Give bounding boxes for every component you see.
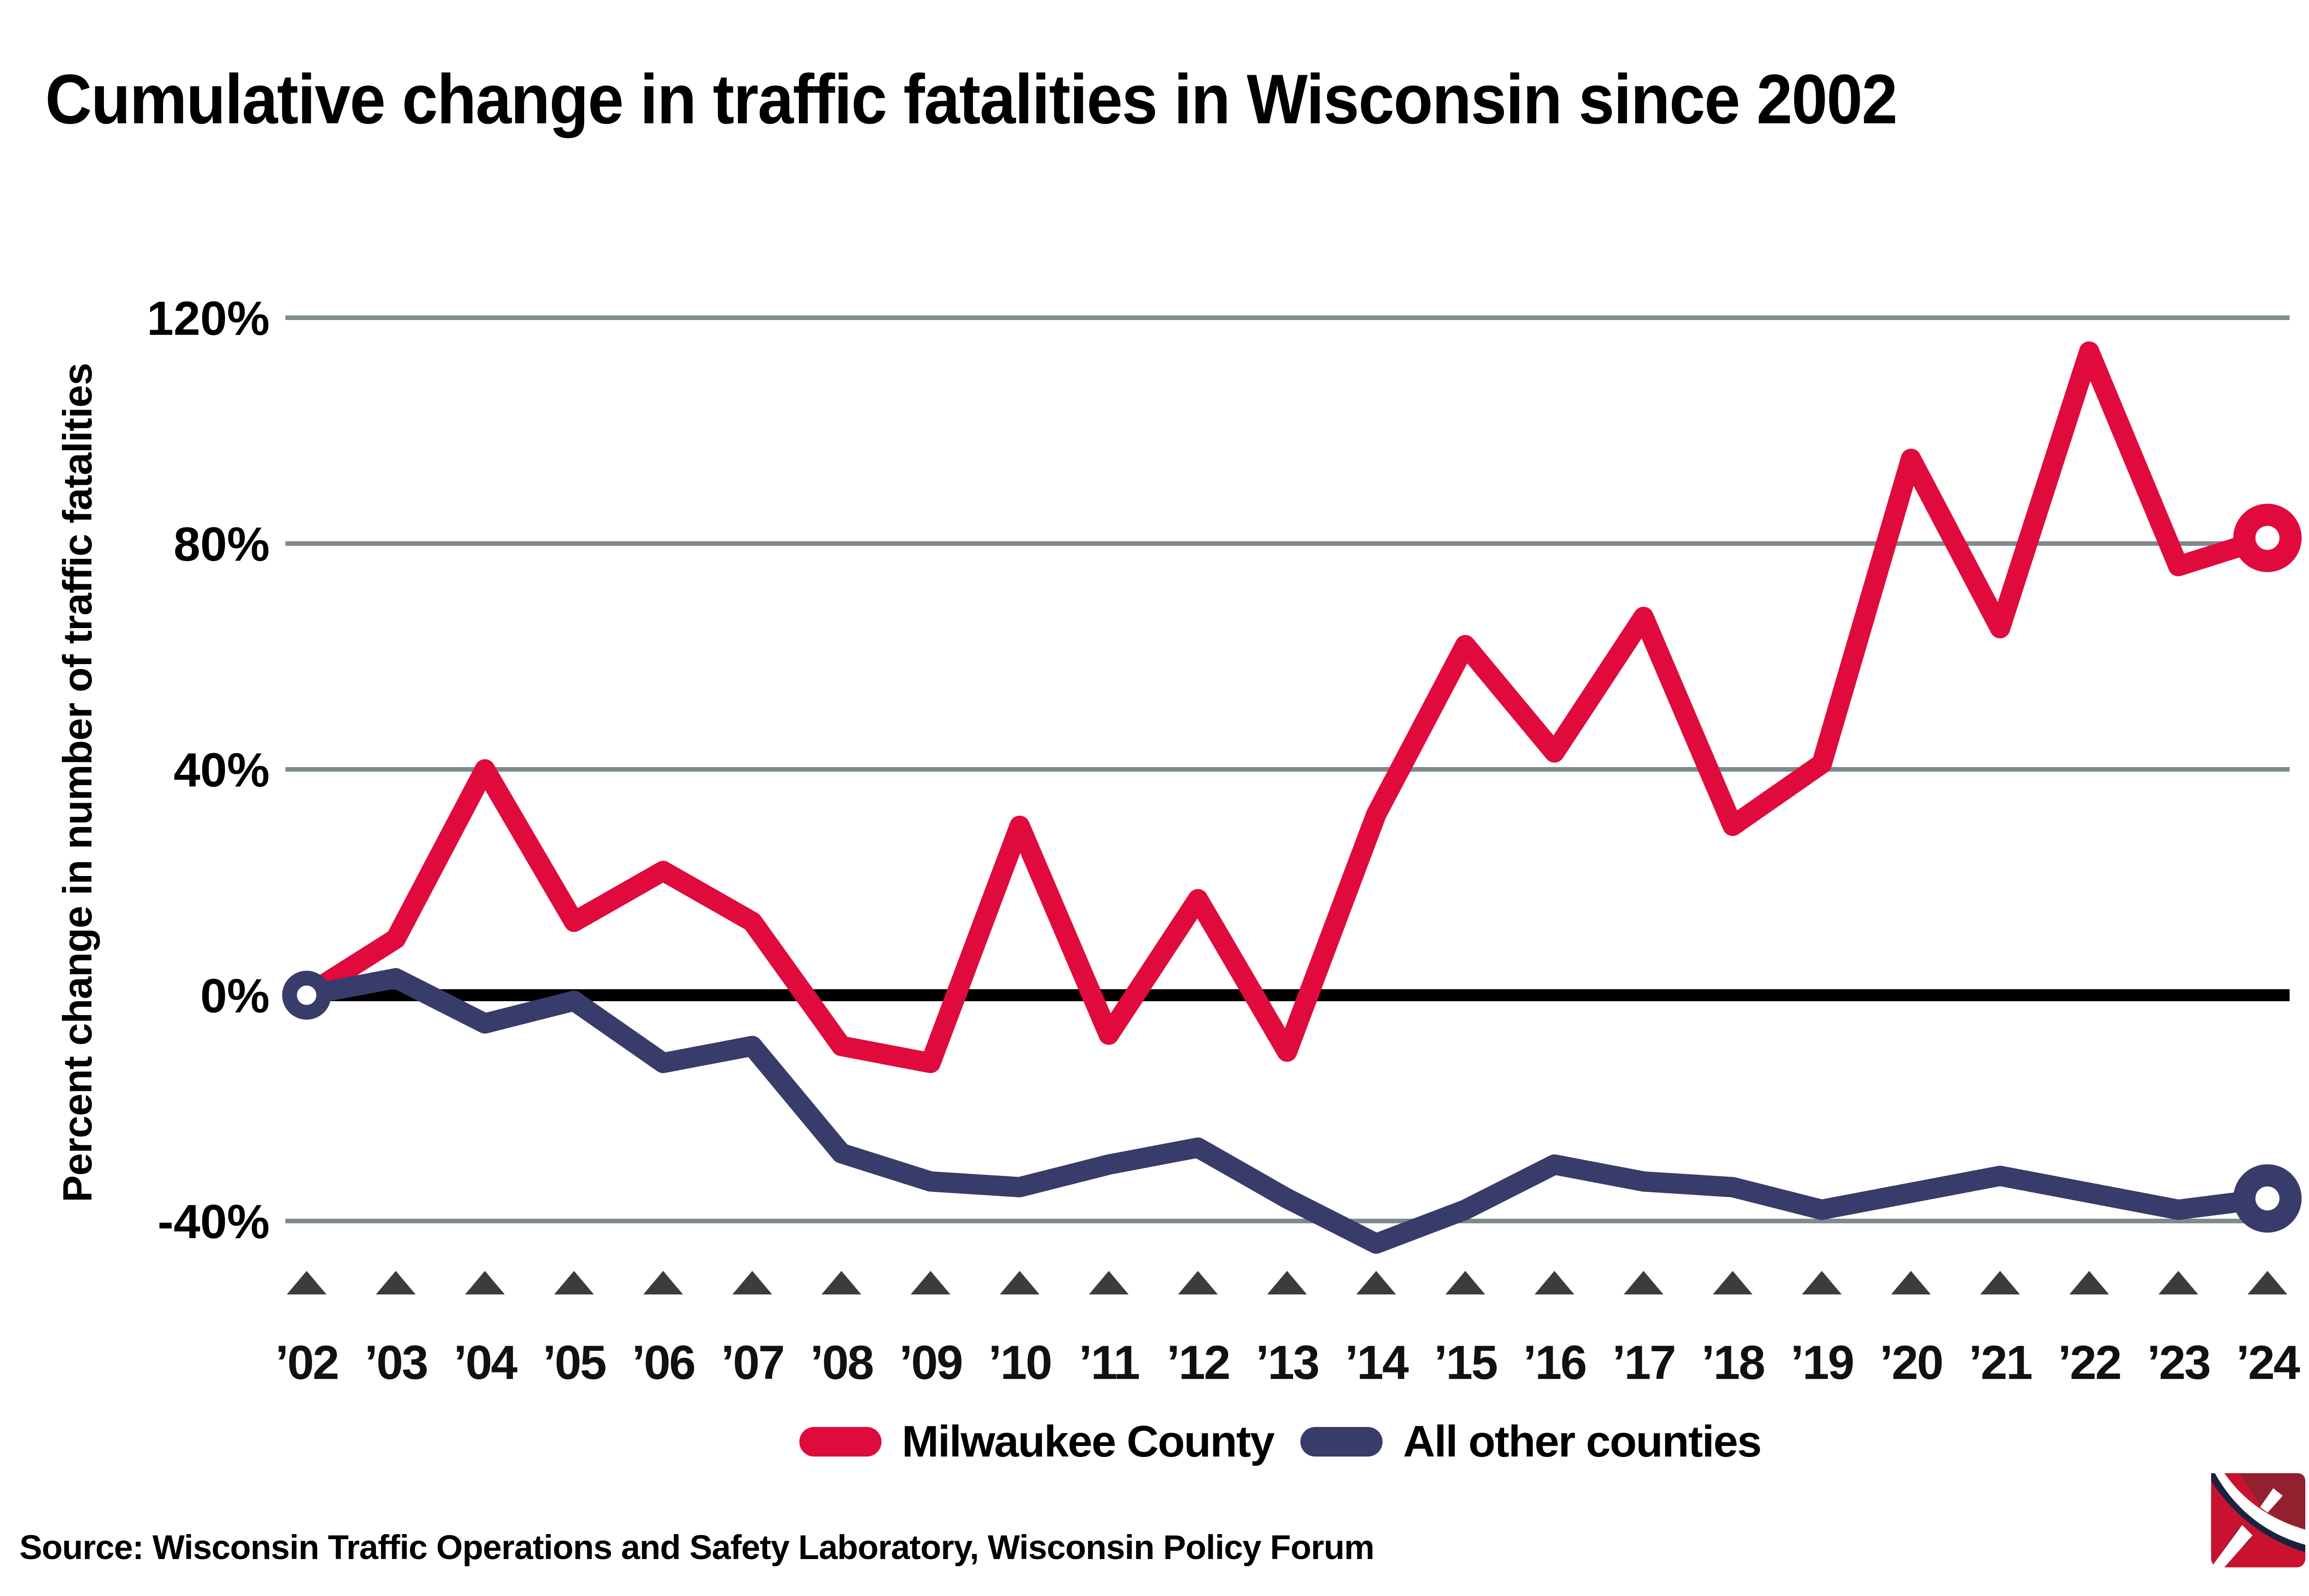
chart-legend: Milwaukee County All other counties xyxy=(799,1416,1762,1467)
x-tick-triangle-icon-2007 xyxy=(732,1271,772,1294)
x-tick-triangle-icon-2016 xyxy=(1535,1271,1574,1294)
x-tick-label-2014: ’14 xyxy=(1345,1336,1409,1390)
wisconsin-policy-forum-logo-icon xyxy=(2211,1473,2305,1567)
x-tick-triangle-icon-2022 xyxy=(2069,1271,2109,1294)
x-tick-label-2007: ’07 xyxy=(721,1336,784,1390)
x-tick-label-2005: ’05 xyxy=(543,1336,605,1390)
x-tick-triangle-icon-2018 xyxy=(1713,1271,1753,1294)
end-marker-milwaukee-county xyxy=(2233,503,2302,572)
legend-swatch-milwaukee-icon xyxy=(799,1427,882,1457)
x-tick-triangle-icon-2003 xyxy=(376,1271,416,1294)
x-tick-triangle-icon-2002 xyxy=(287,1271,326,1294)
x-tick-label-2009: ’09 xyxy=(899,1336,962,1390)
x-tick-triangle-icon-2020 xyxy=(1891,1271,1931,1294)
x-tick-label-2010: ’10 xyxy=(988,1336,1051,1390)
y-tick-label-40: 40% xyxy=(174,744,270,797)
x-tick-triangle-icon-2021 xyxy=(1980,1271,2020,1294)
x-tick-label-2011: ’11 xyxy=(1079,1336,1139,1390)
y-tick-label-120: 120% xyxy=(147,292,270,345)
x-tick-triangle-icon-2017 xyxy=(1624,1271,1663,1294)
x-tick-label-2015: ’15 xyxy=(1434,1336,1497,1390)
series-line-milwaukee-county xyxy=(296,341,2278,1073)
x-tick-triangle-icon-2010 xyxy=(1000,1271,1040,1294)
start-marker-2002 xyxy=(282,971,331,1020)
x-tick-triangle-icon-2019 xyxy=(1802,1271,1842,1294)
x-tick-label-2003: ’03 xyxy=(364,1336,427,1390)
x-tick-triangle-icon-2004 xyxy=(465,1271,505,1294)
x-tick-label-2016: ’16 xyxy=(1523,1336,1586,1390)
legend-label-all-other-counties: All other counties xyxy=(1403,1417,1762,1466)
x-tick-triangle-icon-2015 xyxy=(1445,1271,1485,1294)
x-tick-label-2008: ’08 xyxy=(810,1336,873,1390)
x-tick-label-2022: ’22 xyxy=(2058,1336,2121,1390)
x-tick-label-2023: ’23 xyxy=(2147,1336,2210,1390)
x-tick-triangle-icon-2006 xyxy=(643,1271,683,1294)
x-tick-label-2004: ’04 xyxy=(453,1336,518,1390)
x-tick-triangle-icon-2013 xyxy=(1267,1271,1307,1294)
x-tick-triangle-icon-2023 xyxy=(2158,1271,2198,1294)
x-tick-label-2020: ’20 xyxy=(1880,1336,1942,1390)
legend-label-milwaukee-county: Milwaukee County xyxy=(901,1417,1275,1466)
x-tick-triangle-icon-2009 xyxy=(911,1271,950,1294)
x-tick-label-2018: ’18 xyxy=(1701,1336,1764,1390)
x-tick-triangle-icon-2014 xyxy=(1356,1271,1396,1294)
end-marker-all-other-counties xyxy=(2233,1164,2302,1233)
legend-item-milwaukee-county: Milwaukee County xyxy=(799,1416,1275,1467)
series-line-all-other-counties xyxy=(296,968,2278,1254)
x-tick-label-2021: ’21 xyxy=(1969,1336,2031,1390)
x-tick-triangle-icon-2011 xyxy=(1089,1271,1129,1294)
x-tick-triangle-icon-2008 xyxy=(822,1271,861,1294)
x-tick-label-2013: ’13 xyxy=(1256,1336,1318,1390)
x-tick-label-2024: ’24 xyxy=(2236,1336,2300,1390)
y-tick-label--40: -40% xyxy=(157,1195,270,1249)
x-tick-triangle-icon-2012 xyxy=(1178,1271,1218,1294)
y-tick-label-80: 80% xyxy=(174,518,270,571)
legend-swatch-other-counties-icon xyxy=(1300,1427,1383,1457)
x-tick-triangle-icon-2024 xyxy=(2248,1271,2287,1294)
chart-title: Cumulative change in traffic fatalities … xyxy=(45,60,1898,139)
x-tick-triangle-icon-2005 xyxy=(554,1271,594,1294)
legend-item-all-other-counties: All other counties xyxy=(1300,1416,1762,1467)
source-attribution: Source: Wisconsin Traffic Operations and… xyxy=(19,1528,1374,1566)
x-tick-label-2006: ’06 xyxy=(632,1336,695,1390)
x-tick-label-2002: ’02 xyxy=(275,1336,338,1390)
x-tick-label-2019: ’19 xyxy=(1790,1336,1853,1390)
x-tick-label-2012: ’12 xyxy=(1167,1336,1229,1390)
x-tick-label-2017: ’17 xyxy=(1612,1336,1675,1390)
y-tick-label-0: 0% xyxy=(200,969,270,1023)
